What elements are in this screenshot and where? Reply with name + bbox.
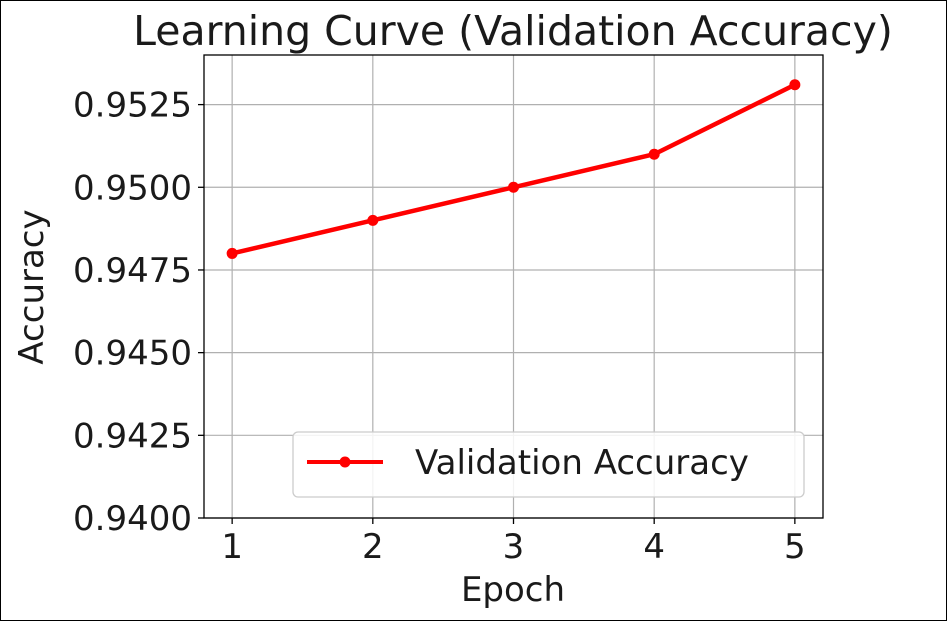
x-tick-label: 4 xyxy=(643,527,665,567)
y-tick-label: 0.9500 xyxy=(73,168,192,208)
y-tick-label: 0.9400 xyxy=(73,499,192,539)
x-tick-label: 5 xyxy=(784,527,806,567)
chart-title: Learning Curve (Validation Accuracy) xyxy=(133,7,893,55)
data-point xyxy=(226,247,238,259)
x-axis-label: Epoch xyxy=(461,570,565,610)
y-tick-label: 0.9425 xyxy=(73,416,192,456)
data-point xyxy=(648,148,660,160)
y-axis-label: Accuracy xyxy=(12,209,52,364)
legend-box xyxy=(292,431,805,498)
y-axis-ticks: 0.9400 0.9425 0.9450 0.9475 0.9500 0.9525 xyxy=(73,86,204,539)
y-tick-label: 0.9450 xyxy=(73,334,192,374)
x-tick-label: 1 xyxy=(221,527,243,567)
x-tick-label: 2 xyxy=(362,527,384,567)
x-tick-label: 3 xyxy=(503,527,525,567)
legend-entry-label: Validation Accuracy xyxy=(415,443,749,483)
y-tick-label: 0.9475 xyxy=(73,251,192,291)
series-group xyxy=(226,79,801,259)
y-tick-label: 0.9525 xyxy=(73,86,192,126)
legend: Validation Accuracy xyxy=(292,431,805,498)
data-point xyxy=(367,214,379,226)
data-point xyxy=(789,79,801,91)
x-axis-ticks: 1 2 3 4 5 xyxy=(221,518,806,567)
data-point xyxy=(508,181,519,193)
legend-marker-swatch xyxy=(339,456,351,468)
